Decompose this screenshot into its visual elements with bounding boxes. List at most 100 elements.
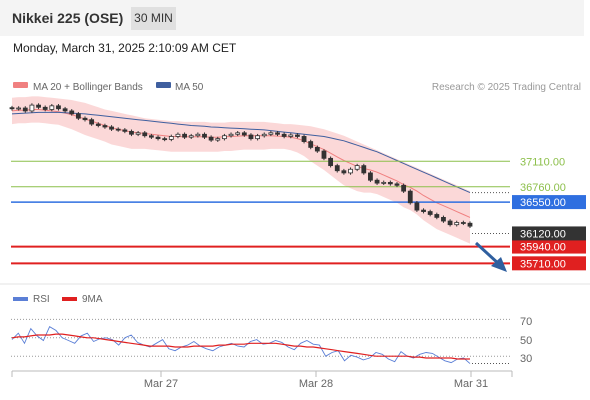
rsi-tick-70: 70 — [520, 316, 532, 328]
candle-body — [454, 222, 460, 226]
candle-body — [361, 165, 367, 174]
candle-body — [288, 134, 294, 137]
price-levels-layer: 37110.00 36760.00 36550.00 35940.00 35710.00 — [11, 156, 586, 271]
ma20-line — [11, 109, 471, 218]
x-tick-label: Mar 28 — [299, 378, 333, 390]
candle-body — [421, 209, 426, 212]
candle-body — [334, 165, 340, 172]
candle-body — [314, 146, 320, 152]
legend-9ma-label: 9MA — [82, 294, 103, 305]
candle-body — [241, 132, 247, 136]
candle-body — [162, 138, 168, 141]
candle-body — [374, 179, 380, 184]
chart-datetime: Monday, March 31, 2025 2:10:09 AM CET — [13, 41, 237, 55]
candle-body — [460, 222, 466, 224]
candle-body — [195, 133, 201, 137]
candle-body — [215, 138, 221, 141]
rsi-panel — [11, 318, 510, 365]
candle-body — [29, 104, 35, 112]
candle-body — [16, 107, 22, 110]
candle-body — [89, 119, 95, 125]
candle-body — [261, 133, 267, 137]
x-tick-label: Mar 27 — [144, 378, 178, 390]
level-label: 36550.00 — [520, 197, 566, 209]
rsi-line — [11, 326, 471, 364]
last-price-tag — [512, 226, 586, 241]
candle-body — [394, 183, 400, 186]
ma50-line — [11, 111, 471, 194]
candle-body — [348, 168, 353, 174]
instrument-title: Nikkei 225 (OSE) — [12, 10, 124, 26]
candle-body — [202, 133, 207, 138]
candle-body — [222, 135, 227, 140]
candle-body — [434, 214, 440, 218]
candle-body — [441, 216, 446, 222]
candle-body — [148, 135, 154, 138]
candle-body — [341, 170, 347, 174]
legend-rsi-label: RSI — [33, 294, 50, 305]
candle-body — [447, 220, 453, 226]
candle-body — [36, 104, 41, 108]
candle-body — [22, 107, 28, 112]
candle-body — [62, 108, 68, 112]
legend-ma20-swatch — [13, 82, 28, 88]
bollinger-band-layer — [12, 96, 470, 244]
level-tag — [512, 256, 586, 271]
legend-rsi-swatch — [13, 297, 28, 301]
candle-body — [387, 181, 393, 185]
interval-button[interactable]: 30 MIN — [131, 7, 176, 30]
candle-body — [122, 129, 128, 132]
moving-average-layer — [11, 109, 471, 218]
candle-body — [235, 132, 241, 135]
candle-body — [427, 211, 433, 215]
candle-body — [401, 184, 407, 192]
candle-body — [69, 110, 75, 115]
candle-body — [368, 172, 373, 181]
candle-body — [95, 123, 101, 126]
candle-body — [414, 202, 420, 211]
candles-layer: 36120.00 — [9, 103, 586, 241]
candle-body — [328, 157, 334, 167]
candle-body — [308, 141, 314, 148]
rsi-tick-30: 30 — [520, 353, 532, 365]
candle-body — [407, 190, 413, 204]
legend-ma20-label: MA 20 + Bollinger Bands — [33, 82, 143, 93]
legend-ma50-swatch — [156, 82, 171, 88]
candle-body — [82, 117, 88, 121]
legend-9ma-swatch — [62, 297, 77, 301]
level-label: 36760.00 — [520, 182, 566, 194]
candle-body — [42, 106, 48, 110]
candle-body — [168, 136, 174, 140]
candle-body — [56, 105, 61, 110]
candle-body — [275, 132, 280, 135]
candle-body — [135, 132, 141, 135]
candle-body — [268, 132, 274, 135]
candle-body — [321, 150, 327, 159]
candle-body — [467, 222, 473, 227]
candle-body — [228, 133, 234, 137]
bollinger-band — [12, 96, 470, 244]
header-bar: Nikkei 225 (OSE) 30 MIN — [0, 0, 584, 36]
rsi-9ma-line — [11, 333, 470, 360]
candle-body — [9, 107, 15, 110]
legend-ma50-label: MA 50 — [175, 82, 204, 93]
candle-body — [182, 133, 187, 138]
rsi-tick-50: 50 — [520, 335, 532, 347]
candle-body — [281, 133, 287, 137]
candle-body — [301, 136, 307, 142]
candle-body — [188, 135, 194, 138]
level-label: 35710.00 — [520, 258, 566, 270]
candle-body — [354, 165, 360, 170]
candle-body — [208, 136, 214, 141]
level-tag — [512, 239, 586, 254]
candle-body — [129, 130, 134, 135]
level-tag — [512, 195, 586, 210]
candle-body — [49, 105, 55, 110]
candle-body — [155, 136, 161, 140]
credit-text: Research © 2025 Trading Central — [432, 82, 581, 93]
candle-body — [102, 125, 108, 128]
candle-body — [75, 113, 81, 119]
forecast-arrow-icon — [474, 241, 507, 272]
